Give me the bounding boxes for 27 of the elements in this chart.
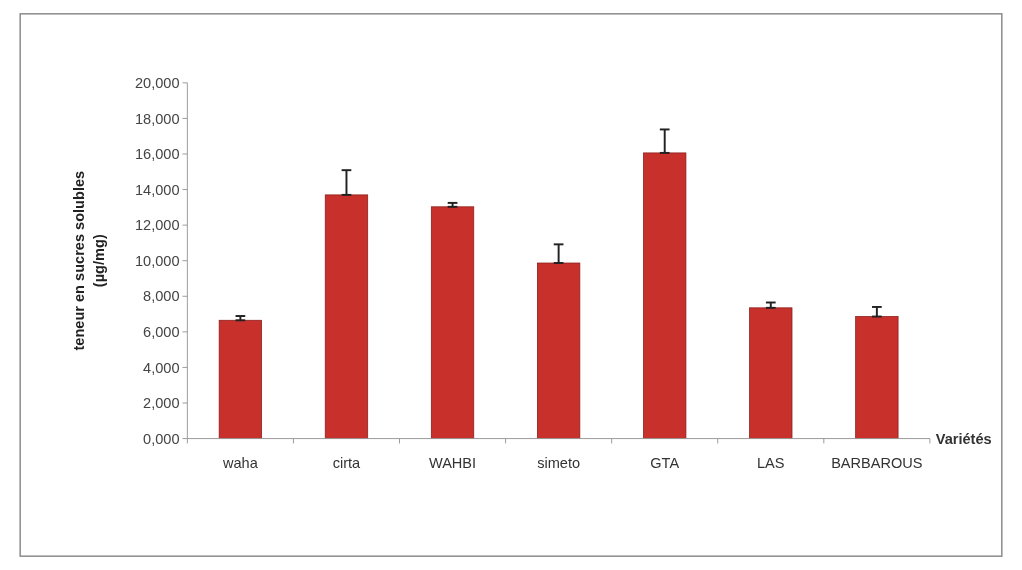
y-tick-label: 14,000 bbox=[135, 181, 180, 198]
y-tick-label: 20,000 bbox=[135, 74, 180, 91]
bar bbox=[749, 307, 793, 439]
y-tick-label: 16,000 bbox=[135, 146, 180, 163]
y-tick-label: 8,000 bbox=[143, 288, 180, 305]
x-tick-label: waha bbox=[221, 454, 259, 471]
y-tick-label: 6,000 bbox=[143, 323, 180, 340]
bar bbox=[218, 319, 262, 439]
bar bbox=[537, 262, 581, 439]
y-tick-label: 0,000 bbox=[143, 430, 180, 447]
x-tick-label: GTA bbox=[650, 454, 680, 471]
y-tick-label: 4,000 bbox=[143, 359, 180, 376]
bar bbox=[855, 316, 899, 439]
y-tick-label: 12,000 bbox=[135, 217, 180, 234]
x-tick-label: cirta bbox=[332, 454, 362, 471]
x-axis-title: Variétés bbox=[935, 430, 992, 447]
x-tick-label: WAHBI bbox=[428, 454, 477, 471]
y-axis-title: teneur en sucres solubles (µg/mg) bbox=[71, 170, 107, 351]
x-tick-label: LAS bbox=[757, 454, 785, 471]
y-tick-label: 2,000 bbox=[143, 395, 180, 412]
y-tick-label: 10,000 bbox=[135, 252, 180, 269]
bar bbox=[643, 152, 687, 439]
bar bbox=[430, 206, 475, 439]
x-tick-label: BARBAROUS bbox=[831, 454, 923, 471]
y-tick-label: 18,000 bbox=[135, 110, 180, 127]
x-tick-label: simeto bbox=[537, 454, 581, 471]
bar bbox=[324, 194, 369, 439]
